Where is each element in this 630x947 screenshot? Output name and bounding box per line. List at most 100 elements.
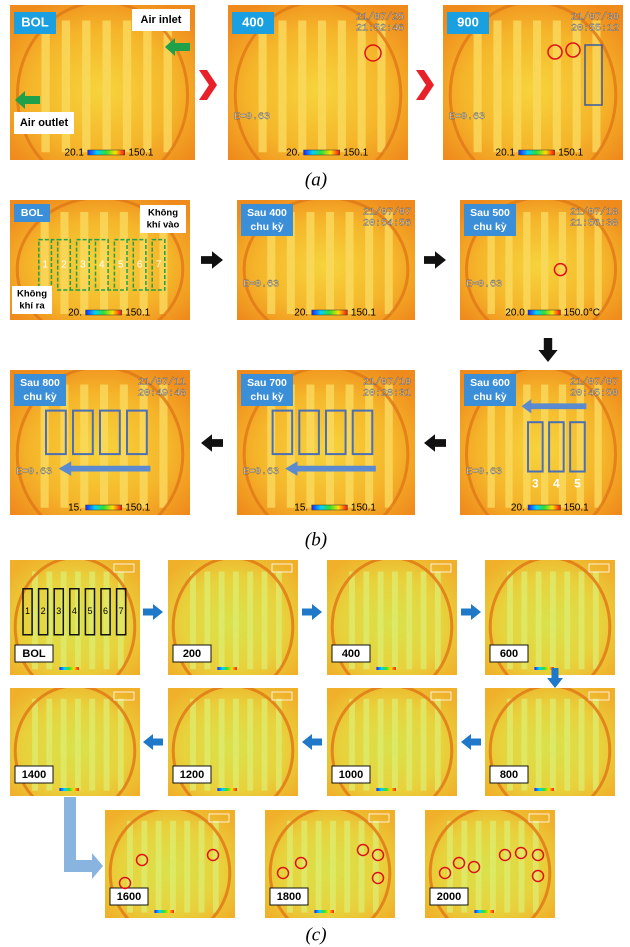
channel-number: 2: [41, 606, 46, 616]
stripe: [421, 572, 427, 670]
stripe: [104, 699, 110, 791]
stripe: [123, 21, 131, 153]
arrow: [201, 434, 223, 452]
timestamp: 20:55:12: [571, 24, 619, 35]
stripe: [573, 21, 581, 153]
scale-max: 150.1: [125, 503, 150, 514]
emissivity: E=0.63: [16, 467, 52, 478]
stripe: [318, 21, 326, 153]
timestamp: 20:54:56: [363, 219, 411, 230]
timestamp: 21/07/30: [571, 12, 619, 24]
stripe: [247, 572, 253, 670]
stripe: [89, 699, 95, 791]
stripe: [421, 699, 427, 791]
stripe: [358, 21, 366, 153]
image-label: Sau 700: [247, 377, 287, 389]
scale-min: 20.: [511, 503, 525, 514]
timestamp: 20:49:48: [138, 389, 186, 400]
figure: (a) (b) (c) BOL20.1150.1Air inletAir out…: [0, 0, 630, 947]
thermal-image: Sau 400chu kỳ21/07/0720:54:56E=0.6320.15…: [237, 198, 415, 342]
stripe: [316, 821, 322, 913]
stripe: [536, 572, 542, 670]
channel-number: 7: [156, 259, 162, 270]
scale-min: 20.0: [505, 308, 525, 319]
annotation: Air outlet: [20, 117, 69, 129]
stripe: [103, 21, 111, 153]
stripe: [536, 699, 542, 791]
image-label: 1400: [22, 769, 46, 781]
timestamp: 20:45:50: [570, 389, 618, 400]
thermal-image: 200: [168, 558, 298, 696]
scale-max: 150.1: [351, 308, 376, 319]
color-scale: [534, 667, 554, 670]
emissivity: E=0.63: [243, 467, 279, 478]
stripe: [80, 385, 88, 508]
timestamp: 21/07/10: [363, 377, 411, 389]
timestamp: 21/07/07: [363, 207, 411, 219]
stripe: [493, 21, 501, 153]
stripe: [75, 699, 81, 791]
image-label: 1600: [117, 891, 141, 903]
arrow: [302, 734, 322, 750]
emissivity: E=0.63: [234, 112, 270, 123]
emissivity: E=0.63: [449, 112, 485, 123]
color-scale: [376, 788, 396, 791]
color-scale: [474, 910, 494, 913]
stripe: [513, 21, 521, 153]
chevron: [199, 70, 217, 100]
image-label: BOL: [22, 648, 46, 660]
image-label: BOL: [21, 14, 49, 29]
scale-min: 20.1: [65, 148, 85, 159]
channel-number: 3: [56, 606, 61, 616]
channel-number: 4: [553, 477, 560, 491]
stripe: [233, 699, 239, 791]
image-label: 1800: [277, 891, 301, 903]
stripe: [219, 699, 225, 791]
scale-max: 150.1: [558, 148, 583, 159]
image-label: 2000: [437, 891, 461, 903]
stripe: [184, 821, 190, 913]
thermal-image: Sau 700chu kỳ21/07/1020:28:31E=0.6315.15…: [237, 367, 415, 541]
thermal-image: 40021/07/2521:52:46E=0.6320.150.1: [228, 2, 408, 188]
timestamp: 20:28:31: [363, 389, 411, 400]
stripe: [326, 385, 334, 508]
stripe: [346, 212, 354, 314]
scale-max: 150.1: [128, 148, 153, 159]
chevron: [416, 70, 434, 100]
color-scale: [312, 310, 348, 315]
annotation: Không: [17, 289, 47, 300]
annotation: khí vào: [147, 220, 180, 231]
arrow: [538, 338, 557, 362]
thermal-image: 1600: [105, 808, 235, 938]
color-scale: [86, 310, 122, 315]
image-label: chu kỳ: [23, 391, 56, 403]
stripe: [259, 21, 267, 153]
arrow: [424, 434, 446, 452]
arrow: [461, 604, 481, 620]
annotation: khí ra: [19, 301, 45, 312]
stripe: [533, 21, 541, 153]
color-scale: [86, 505, 122, 510]
image-label: chu kỳ: [473, 221, 506, 233]
color-scale: [59, 788, 79, 791]
stripe: [338, 21, 346, 153]
stripe: [278, 21, 286, 153]
scale-max: 150.1: [125, 308, 150, 319]
stripe: [100, 385, 108, 508]
thermal-image: 600: [485, 558, 615, 696]
emissivity: E=0.63: [466, 467, 502, 478]
color-scale: [314, 910, 334, 913]
stripe: [564, 572, 570, 670]
image-label: chu kỳ: [250, 391, 283, 403]
color-scale: [59, 667, 79, 670]
stripe: [406, 572, 412, 670]
stripe: [378, 699, 384, 791]
stripe: [306, 385, 314, 508]
stripe: [553, 21, 561, 153]
stripe: [378, 572, 384, 670]
stripe: [298, 21, 306, 153]
stripe: [550, 572, 556, 670]
stripe: [156, 821, 162, 913]
stripe: [564, 699, 570, 791]
